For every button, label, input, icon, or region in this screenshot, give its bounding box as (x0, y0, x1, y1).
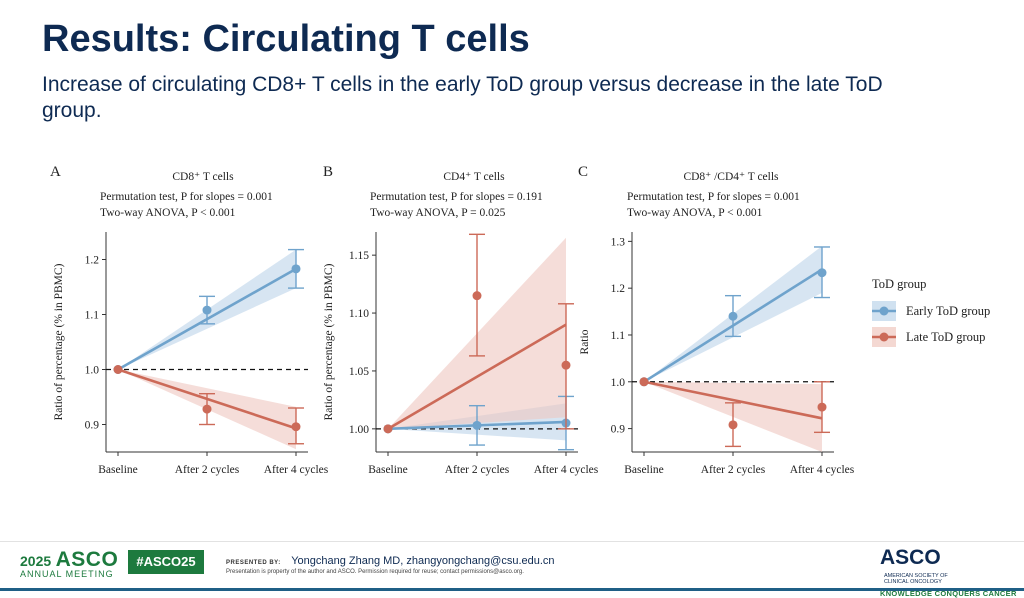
presented-by-label: PRESENTED BY: (226, 560, 281, 566)
x-tick-label: After 4 cycles (264, 464, 329, 476)
presenter-row: PRESENTED BY: Yongchang Zhang MD, zhangy… (226, 551, 555, 569)
y-tick-label: 1.05 (349, 366, 369, 378)
panel-title: CD4⁺ T cells (443, 171, 505, 183)
x-tick-label: Baseline (98, 464, 138, 476)
x-tick-label: After 4 cycles (790, 464, 855, 476)
asco-society-wordmark: ASCO (880, 546, 941, 569)
legend-title: ToD group (872, 277, 926, 291)
y-tick-label: 1.00 (349, 424, 369, 436)
y-tick-label: 0.9 (85, 420, 100, 432)
y-tick-label: 1.1 (85, 310, 100, 322)
legend-point (879, 306, 889, 316)
y-tick-label: 1.0 (85, 365, 100, 377)
y-tick-label: 1.10 (349, 308, 369, 320)
data-point (472, 420, 482, 430)
panel-stat: Permutation test, P for slopes = 0.001 (627, 191, 800, 203)
y-tick-label: 1.15 (349, 250, 369, 262)
panel-title: CD8⁺ /CD4⁺ T cells (683, 171, 779, 183)
data-point (728, 311, 738, 321)
footer-bottom-bar (0, 588, 1024, 591)
y-tick-label: 1.1 (611, 330, 626, 342)
panel-c: C CD8⁺ /CD4⁺ T cells Permutation test, P f… (578, 164, 855, 476)
footer-divider (0, 541, 1024, 542)
x-tick-label: After 2 cycles (445, 464, 510, 476)
data-point (113, 365, 123, 374)
data-point (561, 360, 571, 370)
confidence-band (644, 246, 822, 382)
asco-annual-meeting-logo: 2025 ASCO ANNUAL MEETING (20, 548, 118, 579)
y-tick-label: 1.2 (611, 283, 626, 295)
panel-stat: Two-way ANOVA, P < 0.001 (100, 207, 236, 219)
y-tick-label: 0.9 (611, 424, 626, 436)
fit-line (387, 323, 567, 430)
data-point (472, 291, 482, 301)
presenter-name: Yongchang Zhang MD, zhangyongchang@csu.e… (291, 555, 555, 567)
asco-meeting-label: ANNUAL MEETING (20, 569, 114, 579)
data-point (639, 377, 649, 387)
panel-title: CD8⁺ T cells (172, 171, 234, 183)
panel-stat: Permutation test, P for slopes = 0.191 (370, 191, 543, 203)
data-point (291, 264, 301, 274)
charts-figure: A CD8⁺ T cells Permutation test, P for slo… (50, 164, 990, 476)
x-tick-label: After 4 cycles (534, 464, 599, 476)
data-point (202, 404, 212, 414)
data-point (383, 424, 393, 434)
panel-stat: Two-way ANOVA, P = 0.025 (370, 207, 506, 219)
panel-b: B CD4⁺ T cells Permutation test, P for slo… (323, 164, 599, 476)
panel-letter: A (50, 164, 61, 180)
permission-notice: Presentation is property of the author a… (226, 569, 524, 575)
x-tick-label: Baseline (368, 464, 408, 476)
data-point (202, 305, 212, 315)
panel-letter: C (578, 164, 588, 180)
x-tick-label: After 2 cycles (701, 464, 766, 476)
y-tick-label: 1.2 (85, 255, 100, 267)
data-point (817, 268, 827, 278)
panel-stat: Permutation test, P for slopes = 0.001 (100, 191, 273, 203)
x-tick-label: Baseline (624, 464, 664, 476)
slide-title: Results: Circulating T cells (42, 18, 530, 60)
legend-point (879, 332, 889, 342)
panel-letter: B (323, 164, 333, 180)
slide-subtitle: Increase of circulating CD8+ T cells in … (42, 73, 883, 122)
x-tick-label: After 2 cycles (175, 464, 240, 476)
y-axis-label: Ratio of percentage (% in PBMC) (53, 263, 65, 420)
panel-stat: Two-way ANOVA, P < 0.001 (627, 207, 763, 219)
hashtag-badge: #ASCO25 (128, 550, 204, 574)
data-point (817, 402, 827, 412)
y-axis-label: Ratio (579, 329, 591, 354)
legend-label: Late ToD group (906, 330, 985, 344)
y-tick-label: 1.3 (611, 236, 626, 248)
fit-line (643, 380, 823, 420)
y-tick-label: 1.0 (611, 377, 626, 389)
data-point (728, 420, 738, 430)
panel-a: A CD8⁺ T cells Permutation test, P for slo… (50, 164, 329, 476)
legend: ToD group Early ToD group Late ToD group (872, 277, 990, 347)
asco-name: ASCO (55, 548, 119, 571)
asco-society-name: AMERICAN SOCIETY OF CLINICAL ONCOLOGY (884, 573, 948, 585)
y-axis-label: Ratio of percentage (% in PBMC) (323, 263, 335, 420)
legend-label: Early ToD group (906, 304, 990, 318)
asco-year: 2025 (20, 553, 52, 569)
confidence-band (118, 249, 296, 370)
data-point (291, 422, 301, 432)
